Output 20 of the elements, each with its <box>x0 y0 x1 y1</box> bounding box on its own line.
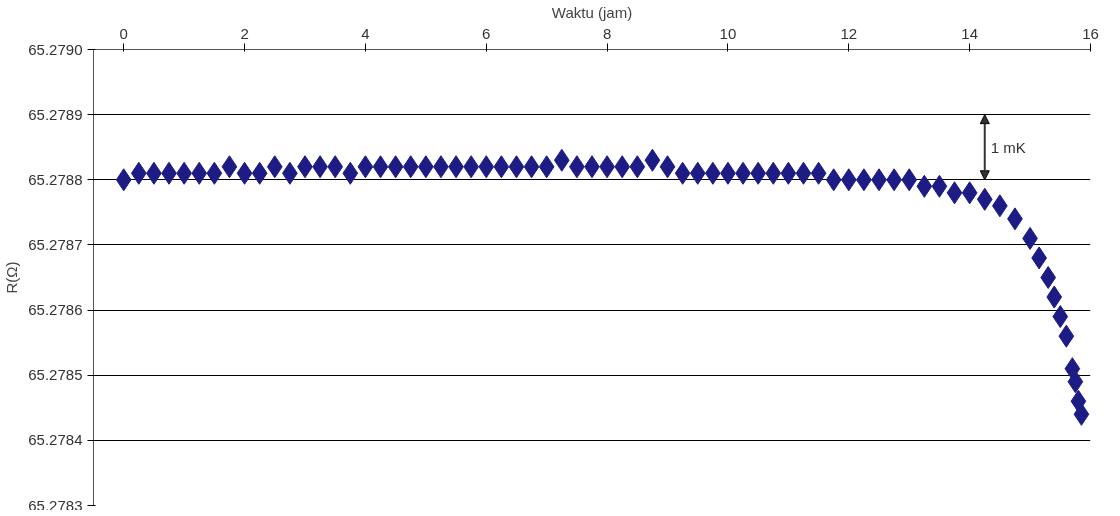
x-tick-label: 0 <box>119 24 128 42</box>
x-axis-title: Waktu (jam) <box>551 3 633 21</box>
y-tick-label: 65.2789 <box>28 105 83 123</box>
x-tick-label: 8 <box>602 24 612 42</box>
x-tick-label: 14 <box>961 24 978 42</box>
y-tick-label: 65.2787 <box>28 235 83 253</box>
x-tick-label: 12 <box>840 24 858 42</box>
y-tick-label: 65.2788 <box>28 170 83 188</box>
annotation: 1 mK <box>990 138 1026 156</box>
x-tick-label: 6 <box>482 24 491 42</box>
y-tick-label: 65.2786 <box>28 301 83 319</box>
y-tick-label: 65.2790 <box>28 40 83 58</box>
y-tick-label: 65.2785 <box>28 366 83 384</box>
x-tick-label: 16 <box>1082 24 1099 42</box>
y-tick-label: 65.2784 <box>28 431 83 449</box>
y-axis-title: R(Ω) <box>3 261 21 294</box>
x-tick-label: 10 <box>719 24 737 42</box>
y-tick-label: 65.2783 <box>28 496 83 514</box>
x-tick-label: 4 <box>361 24 370 42</box>
x-tick-label: 2 <box>240 24 249 42</box>
